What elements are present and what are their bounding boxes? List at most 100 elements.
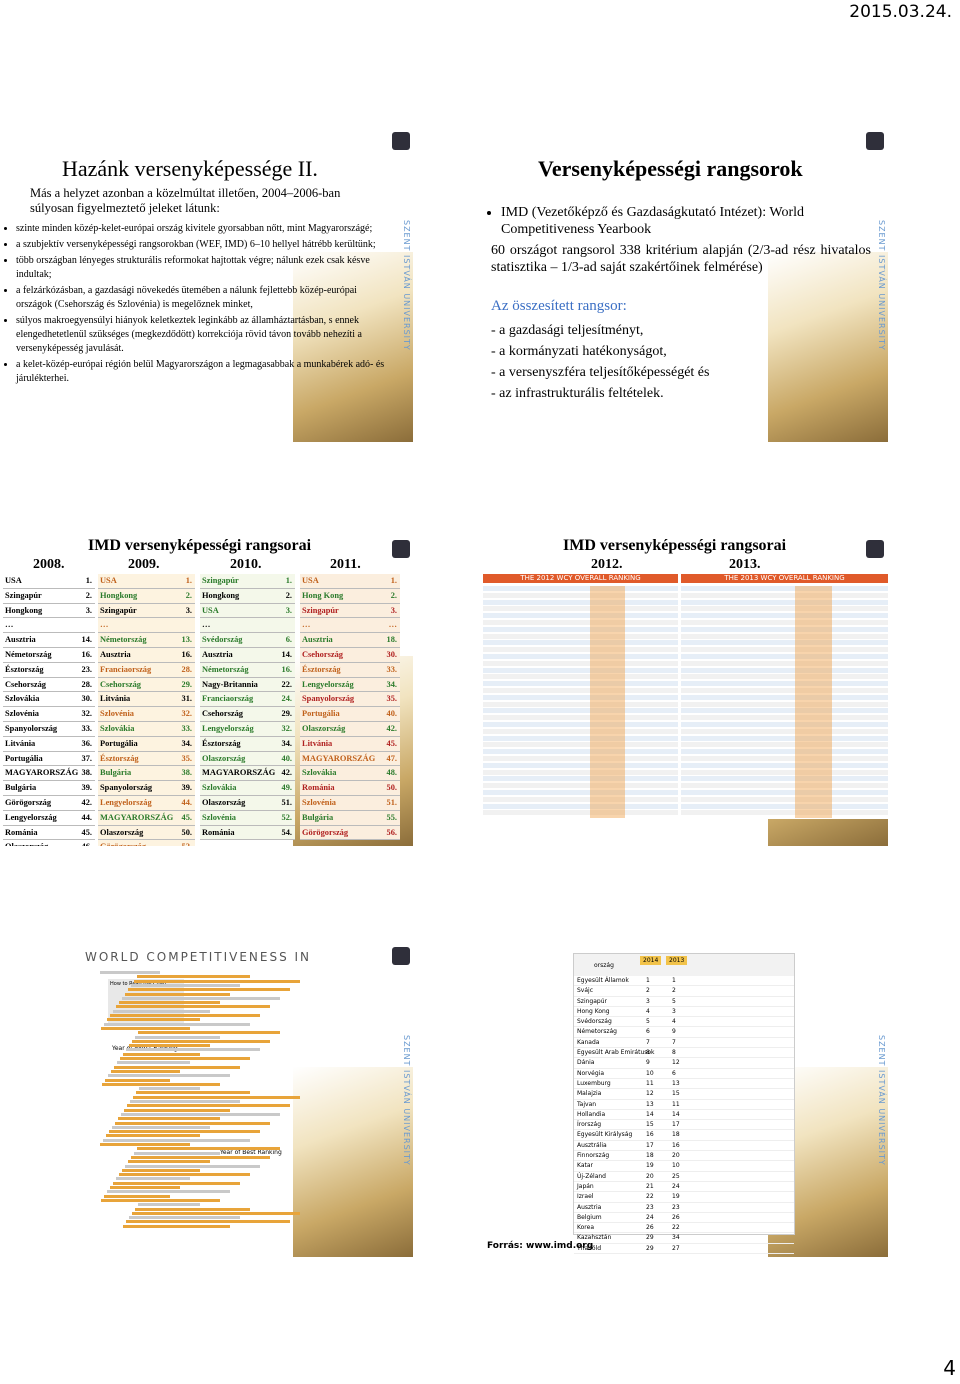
rank-2014: 15 (646, 1121, 654, 1129)
bullet: a felzárkózásban, a gazdasági növekedés … (16, 284, 388, 312)
rank: 32. (181, 709, 192, 719)
table-row: Belgium 24 26 (574, 1213, 794, 1224)
country: Észtország (100, 753, 139, 763)
table-row: Ausztria 14. (200, 648, 295, 663)
country: Románia (202, 827, 235, 837)
table-row-stripe (681, 735, 888, 741)
rank: 28. (181, 664, 192, 674)
rank-2014: 16 (646, 1131, 654, 1139)
rank-2013: 12 (672, 1059, 680, 1067)
table-row: Litvánia 36. (3, 737, 95, 752)
table-row-stripe (681, 654, 888, 659)
country: Franciaország (100, 664, 152, 674)
table-header: ország 2014 2013 (574, 954, 794, 976)
ranking-column: USA 1. Hong Kong 2. Szingapúr 3.…… Ausztria 18.… (300, 574, 400, 841)
bar-row (113, 1009, 210, 1013)
table-row: Olaszország 50. (98, 826, 195, 841)
rank-2014: 1 (646, 977, 650, 984)
rank-2013: 10 (672, 1162, 680, 1170)
rank-2014: 23 (646, 1203, 654, 1211)
table-row-stripe (483, 688, 678, 693)
table-row: Egyesült Királyság 16 18 (574, 1130, 794, 1141)
rank-2014: 13 (646, 1100, 654, 1108)
rank-2014: 14 (646, 1110, 654, 1118)
rank: 35. (181, 753, 192, 763)
table-row-stripe (483, 640, 678, 646)
country: Bulgária (5, 783, 37, 793)
rank: 3. (85, 605, 92, 615)
bar-row (100, 971, 160, 974)
table-row-stripe (681, 613, 888, 619)
subhead: Az összesített rangsor: (491, 298, 627, 314)
country: MAGYARORSZÁG (302, 753, 376, 763)
year: 2012. (591, 557, 623, 572)
rank-2014: 11 (646, 1079, 654, 1087)
country: Szlovákia (100, 723, 135, 733)
table-body: Egyesült Államok 1 1 Svájc 2 2 Szingapúr 3 5 Hong… (574, 976, 794, 1255)
table-row: Csehország 29. (200, 707, 295, 722)
item: - az infrastrukturális feltételek. (491, 386, 664, 401)
header-cell: 2014 (640, 956, 662, 965)
rank: 52. (182, 842, 192, 846)
bullet: IMD (Vezetőképző és Gazdaságkutató Intéz… (501, 204, 881, 238)
bar-row (122, 996, 280, 1000)
country: Egyesült Királyság (577, 1131, 633, 1139)
rank: 14. (281, 649, 292, 659)
country: USA (302, 576, 319, 585)
rank-2014: 7 (646, 1038, 650, 1046)
country: Olaszország (302, 723, 346, 733)
rank: 3. (390, 605, 397, 615)
table-row: Szlovénia 32. (98, 707, 195, 722)
country: Ausztria (577, 1203, 602, 1211)
country: Franciaország (202, 694, 254, 704)
table-row: Hong Kong 2. (300, 589, 400, 604)
rank: 49. (281, 783, 292, 793)
highlight-column (794, 586, 833, 818)
table-row: Csehország 29. (98, 678, 195, 693)
bar-row (134, 979, 300, 983)
table-row-stripe (483, 626, 678, 632)
page-number: 4 (943, 1356, 956, 1380)
rank-2014: 12 (646, 1090, 654, 1098)
country: Görögország (302, 827, 349, 837)
country: Szlovénia (5, 709, 39, 719)
bar-row (129, 1216, 240, 1220)
table-row: Egyesült Államok 1 1 (574, 976, 794, 987)
table-row-stripe (483, 667, 678, 673)
table-row-stripe (483, 654, 678, 659)
rank: 34. (386, 679, 397, 689)
country: Litvánia (5, 738, 36, 748)
country: Japán (577, 1182, 594, 1190)
table-row-stripe (483, 749, 678, 755)
country: Korea (577, 1224, 595, 1232)
table-row-stripe (681, 708, 888, 714)
rank-2013: 34 (672, 1234, 680, 1242)
rank-2013: 7 (672, 1038, 676, 1046)
table-row-stripe (483, 681, 678, 687)
rank-2014: 10 (646, 1069, 654, 1077)
table-row: Szingapúr 1. (200, 574, 295, 589)
country: Portugália (100, 738, 138, 748)
country: Finnország (577, 1152, 610, 1160)
bar-row (130, 1100, 240, 1103)
bar-row (128, 1160, 210, 1164)
bar-row (132, 1211, 300, 1215)
country: Szlovákia (5, 694, 40, 704)
rank: 33. (386, 664, 397, 674)
rank: 16. (81, 649, 92, 659)
table-row-stripe (681, 647, 888, 653)
bar-row (112, 1125, 210, 1129)
table-row: Észtország 34. (200, 737, 295, 752)
rank: 14. (81, 635, 92, 645)
year: 2008. (33, 557, 65, 572)
bullet: szinte minden közép-kelet-európai ország… (16, 222, 388, 236)
rank-2013: 14 (672, 1110, 680, 1118)
table-row: MAGYARORSZÁG 45. (98, 811, 195, 826)
table-row: … (3, 618, 95, 634)
table-row: Románia 54. (200, 826, 295, 841)
country: Románia (5, 827, 38, 837)
bar-row (128, 988, 290, 992)
country: USA (5, 576, 22, 585)
rank-2013: 9 (672, 1028, 676, 1036)
